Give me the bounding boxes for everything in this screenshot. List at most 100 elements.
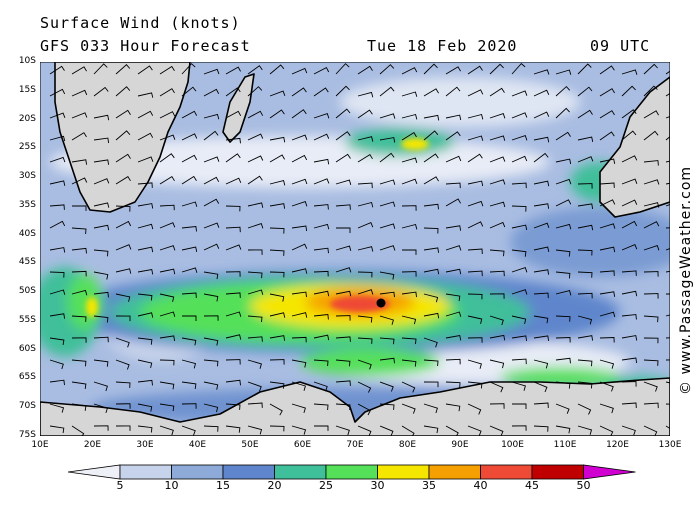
wind-barb [313, 247, 329, 254]
wind-barb [291, 178, 308, 185]
wind-barb [577, 381, 593, 389]
wind-barb [269, 180, 286, 186]
wind-barb [577, 109, 593, 119]
wind-barb [423, 337, 438, 348]
wind-barb [555, 69, 572, 75]
wind-barb [423, 247, 440, 253]
wind-barb [357, 381, 372, 393]
wind-barb [93, 86, 109, 97]
wind-barb [291, 291, 307, 298]
wind-barb [313, 113, 330, 119]
wind-barb [269, 403, 283, 416]
wind-barb [489, 403, 505, 409]
wind-barb [445, 403, 461, 412]
legend-tick-label: 5 [116, 479, 124, 492]
wind-barb [182, 315, 197, 321]
wind-barb [533, 203, 550, 209]
longitude-label: 60E [293, 440, 312, 450]
wind-barb [137, 312, 154, 318]
wind-barb [401, 359, 417, 367]
wind-barb [511, 90, 528, 97]
wind-barb [643, 110, 659, 119]
wind-barb [599, 131, 615, 141]
wind-barb [115, 315, 131, 322]
legend-swatch [68, 464, 121, 480]
wind-barb [225, 271, 241, 277]
wind-barb [511, 249, 527, 257]
wind-barb [291, 359, 307, 368]
credit-watermark: © www.PassageWeather.com [678, 165, 694, 395]
wind-barb [511, 289, 528, 295]
wind-barb [269, 203, 286, 209]
wind-barb [643, 337, 659, 344]
wind-barb [467, 315, 483, 324]
wind-speed-legend [68, 464, 636, 480]
wind-barb [445, 182, 461, 189]
wind-barb [533, 89, 550, 97]
wind-barb [533, 269, 550, 275]
wind-barb [313, 158, 330, 165]
madagascar-landmass [222, 73, 255, 143]
wind-barb [533, 292, 549, 299]
wind-barb [533, 69, 550, 75]
wind-barb [115, 293, 131, 302]
wind-barb [423, 268, 440, 275]
wind-barb [335, 336, 351, 342]
wind-barb [225, 153, 241, 163]
wind-barb [159, 293, 175, 302]
wind-barb [555, 107, 570, 119]
wind-barb [599, 311, 616, 318]
wind-barb [181, 133, 198, 141]
wind-barb [621, 290, 638, 297]
wind-barb [401, 381, 416, 393]
wind-barb [247, 249, 263, 255]
wind-barb [511, 335, 528, 341]
longitude-label: 90E [451, 440, 469, 450]
wind-barb [181, 154, 198, 163]
wind-barb [181, 267, 198, 273]
wind-barb [577, 63, 592, 75]
wind-barb [115, 359, 130, 370]
wind-barb [71, 359, 87, 367]
wind-barb [577, 203, 594, 209]
wind-barb [599, 403, 614, 414]
wind-barb [423, 381, 439, 388]
wind-barb [401, 91, 418, 97]
wind-barb [137, 65, 153, 75]
wind-barb [445, 86, 461, 97]
legend-tick-label: 40 [473, 479, 488, 492]
wind-barb [467, 270, 483, 277]
wind-barb [71, 403, 87, 411]
wind-barb [291, 403, 306, 414]
wind-barb [401, 223, 418, 230]
wind-barb [115, 109, 131, 119]
wind-barb [467, 359, 482, 369]
wind-barb [93, 137, 110, 144]
latitude-label: 40S [18, 228, 36, 239]
wind-barb [357, 91, 374, 98]
wind-barb [621, 244, 638, 251]
wind-barb [71, 227, 87, 235]
legend-swatch [531, 464, 584, 480]
wind-barb [511, 315, 527, 325]
wind-barb [247, 65, 263, 75]
legend-swatch [171, 464, 224, 480]
latitude-label: 60S [18, 343, 36, 354]
wind-barb [357, 65, 373, 75]
wind-barb [423, 63, 438, 75]
wind-barb [269, 154, 285, 163]
wind-barb [203, 337, 219, 346]
wind-barb [71, 315, 87, 322]
wind-barb [489, 156, 506, 163]
wind-barb [203, 403, 219, 413]
longitude-label: 10E [31, 440, 49, 450]
wind-barb [313, 290, 330, 297]
wind-barb [401, 315, 417, 325]
wind-barbs [49, 62, 670, 436]
wind-barb [445, 334, 462, 341]
wind-barb [291, 134, 308, 141]
wind-barb [643, 160, 659, 166]
wind-barb [247, 86, 263, 97]
wind-barb [445, 293, 461, 302]
wind-barb [555, 85, 571, 97]
